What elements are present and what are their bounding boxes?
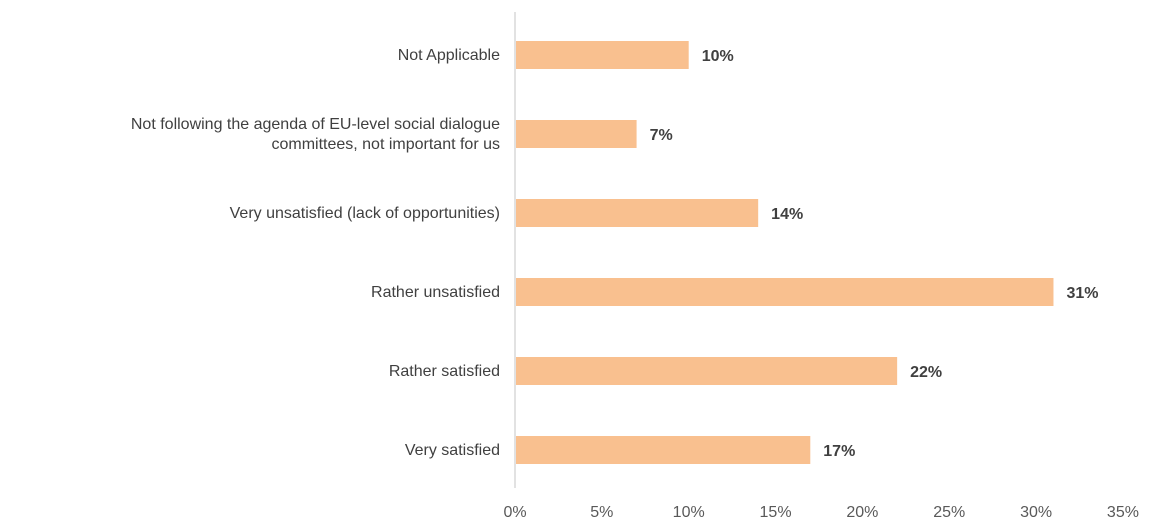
bar <box>516 436 811 464</box>
x-tick-label: 25% <box>933 504 965 521</box>
category-label-line: Rather unsatisfied <box>371 284 500 301</box>
x-tick-label: 35% <box>1107 504 1139 521</box>
data-label: 10% <box>702 48 734 65</box>
x-tick-label: 30% <box>1020 504 1052 521</box>
x-axis-tick-labels: 0% 5% 10% 15% 20% 25% 30% 35% <box>503 504 1139 521</box>
category-label: Not following the agenda of EU-level soc… <box>131 116 500 153</box>
category-label: Rather unsatisfied <box>371 284 500 301</box>
data-label: 31% <box>1066 285 1098 302</box>
category-label: Very satisfied <box>405 442 500 459</box>
x-tick-label: 5% <box>590 504 613 521</box>
data-labels: 10% 7% 14% 31% 22% 17% <box>650 48 1099 460</box>
data-label: 14% <box>771 206 803 223</box>
data-label: 7% <box>650 127 673 144</box>
bar <box>516 278 1054 306</box>
bar <box>516 41 689 69</box>
x-tick-label: 20% <box>846 504 878 521</box>
category-label-line: Not following the agenda of EU-level soc… <box>131 116 500 133</box>
category-label: Very unsatisfied (lack of opportunities) <box>230 205 500 222</box>
x-tick-label: 0% <box>503 504 526 521</box>
x-tick-label: 15% <box>760 504 792 521</box>
data-label: 22% <box>910 364 942 381</box>
data-label: 17% <box>823 443 855 460</box>
category-labels: Not Applicable Not following the agenda o… <box>131 47 500 459</box>
bar <box>516 199 759 227</box>
category-label: Not Applicable <box>398 47 500 64</box>
category-label-line: Not Applicable <box>398 47 500 64</box>
category-label: Rather satisfied <box>389 363 500 380</box>
bar <box>516 357 898 385</box>
bars-group <box>516 41 1054 464</box>
bar <box>516 120 637 148</box>
category-label-line: committees, not important for us <box>271 136 500 153</box>
category-label-line: Rather satisfied <box>389 363 500 380</box>
x-tick-label: 10% <box>673 504 705 521</box>
category-label-line: Very satisfied <box>405 442 500 459</box>
category-label-line: Very unsatisfied (lack of opportunities) <box>230 205 500 222</box>
